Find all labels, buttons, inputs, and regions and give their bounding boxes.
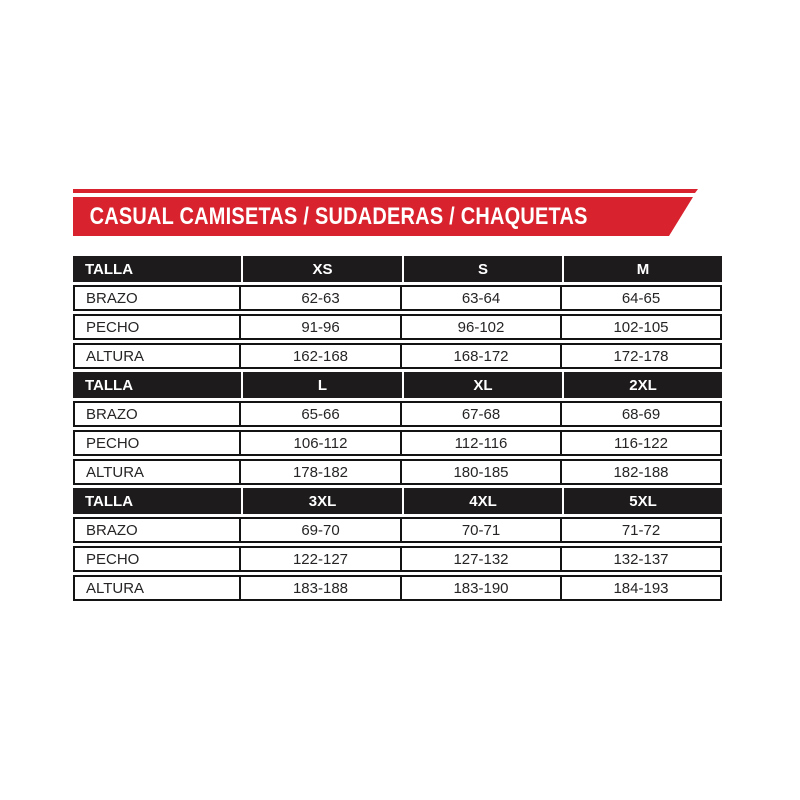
measure-value-cell: 182-188 xyxy=(562,459,722,485)
measure-value-cell: 183-190 xyxy=(402,575,562,601)
measure-value-cell: 127-132 xyxy=(402,546,562,572)
size-cell-s: S xyxy=(402,256,562,282)
measure-row-brazo-3: BRAZO 69-70 70-71 71-72 xyxy=(73,517,722,543)
size-cell-5xl: 5XL xyxy=(562,488,722,514)
measure-row-pecho-2: PECHO 106-112 112-116 116-122 xyxy=(73,430,722,456)
measure-value-cell: 102-105 xyxy=(562,314,722,340)
banner-top-stripe xyxy=(73,189,698,193)
measure-value-cell: 96-102 xyxy=(402,314,562,340)
measure-row-altura-1: ALTURA 162-168 168-172 172-178 xyxy=(73,343,722,369)
measure-row-altura-2: ALTURA 178-182 180-185 182-188 xyxy=(73,459,722,485)
measure-label-cell: PECHO xyxy=(73,314,241,340)
measure-value-cell: 172-178 xyxy=(562,343,722,369)
size-header-row-2: TALLA L XL 2XL xyxy=(73,372,722,398)
measure-label-cell: ALTURA xyxy=(73,575,241,601)
measure-value-cell: 122-127 xyxy=(241,546,402,572)
measure-label-cell: ALTURA xyxy=(73,459,241,485)
measure-value-cell: 62-63 xyxy=(241,285,402,311)
measure-value-cell: 106-112 xyxy=(241,430,402,456)
measure-value-cell: 71-72 xyxy=(562,517,722,543)
category-banner: CASUAL CAMISETAS / SUDADERAS / CHAQUETAS xyxy=(73,197,693,236)
banner-title: CASUAL CAMISETAS / SUDADERAS / CHAQUETAS xyxy=(89,202,588,230)
size-cell-m: M xyxy=(562,256,722,282)
measure-label-cell: PECHO xyxy=(73,430,241,456)
size-cell-2xl: 2XL xyxy=(562,372,722,398)
measure-value-cell: 183-188 xyxy=(241,575,402,601)
measure-value-cell: 112-116 xyxy=(402,430,562,456)
size-cell-4xl: 4XL xyxy=(402,488,562,514)
size-cell-3xl: 3XL xyxy=(241,488,402,514)
measure-row-pecho-1: PECHO 91-96 96-102 102-105 xyxy=(73,314,722,340)
measure-label-cell: BRAZO xyxy=(73,401,241,427)
measure-value-cell: 178-182 xyxy=(241,459,402,485)
talla-header-cell: TALLA xyxy=(73,256,241,282)
measure-label-cell: BRAZO xyxy=(73,285,241,311)
measure-label-cell: PECHO xyxy=(73,546,241,572)
measure-value-cell: 70-71 xyxy=(402,517,562,543)
talla-header-cell: TALLA xyxy=(73,488,241,514)
measure-value-cell: 64-65 xyxy=(562,285,722,311)
size-cell-xs: XS xyxy=(241,256,402,282)
size-header-row-3: TALLA 3XL 4XL 5XL xyxy=(73,488,722,514)
measure-value-cell: 116-122 xyxy=(562,430,722,456)
measure-row-altura-3: ALTURA 183-188 183-190 184-193 xyxy=(73,575,722,601)
talla-header-cell: TALLA xyxy=(73,372,241,398)
measure-row-brazo-2: BRAZO 65-66 67-68 68-69 xyxy=(73,401,722,427)
measure-label-cell: ALTURA xyxy=(73,343,241,369)
size-header-row-1: TALLA XS S M xyxy=(73,256,722,282)
measure-value-cell: 91-96 xyxy=(241,314,402,340)
measure-value-cell: 67-68 xyxy=(402,401,562,427)
measure-value-cell: 168-172 xyxy=(402,343,562,369)
size-cell-xl: XL xyxy=(402,372,562,398)
size-cell-l: L xyxy=(241,372,402,398)
measure-value-cell: 180-185 xyxy=(402,459,562,485)
size-table: TALLA XS S M BRAZO 62-63 63-64 64-65 PEC… xyxy=(73,256,722,601)
measure-value-cell: 65-66 xyxy=(241,401,402,427)
measure-value-cell: 68-69 xyxy=(562,401,722,427)
measure-value-cell: 69-70 xyxy=(241,517,402,543)
measure-row-brazo-1: BRAZO 62-63 63-64 64-65 xyxy=(73,285,722,311)
measure-value-cell: 162-168 xyxy=(241,343,402,369)
measure-row-pecho-3: PECHO 122-127 127-132 132-137 xyxy=(73,546,722,572)
measure-value-cell: 132-137 xyxy=(562,546,722,572)
measure-value-cell: 184-193 xyxy=(562,575,722,601)
measure-value-cell: 63-64 xyxy=(402,285,562,311)
measure-label-cell: BRAZO xyxy=(73,517,241,543)
